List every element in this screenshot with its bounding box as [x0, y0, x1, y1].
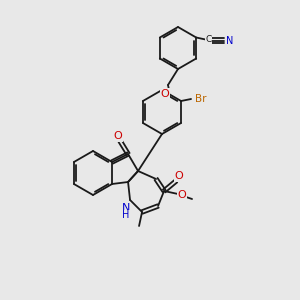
- Text: O: O: [175, 171, 183, 181]
- Text: Br: Br: [195, 94, 207, 104]
- Text: N: N: [122, 203, 130, 213]
- Text: O: O: [178, 190, 186, 200]
- Text: H: H: [122, 210, 130, 220]
- Text: C: C: [205, 35, 211, 44]
- Text: O: O: [160, 89, 169, 99]
- Text: O: O: [114, 131, 122, 141]
- Text: N: N: [226, 35, 234, 46]
